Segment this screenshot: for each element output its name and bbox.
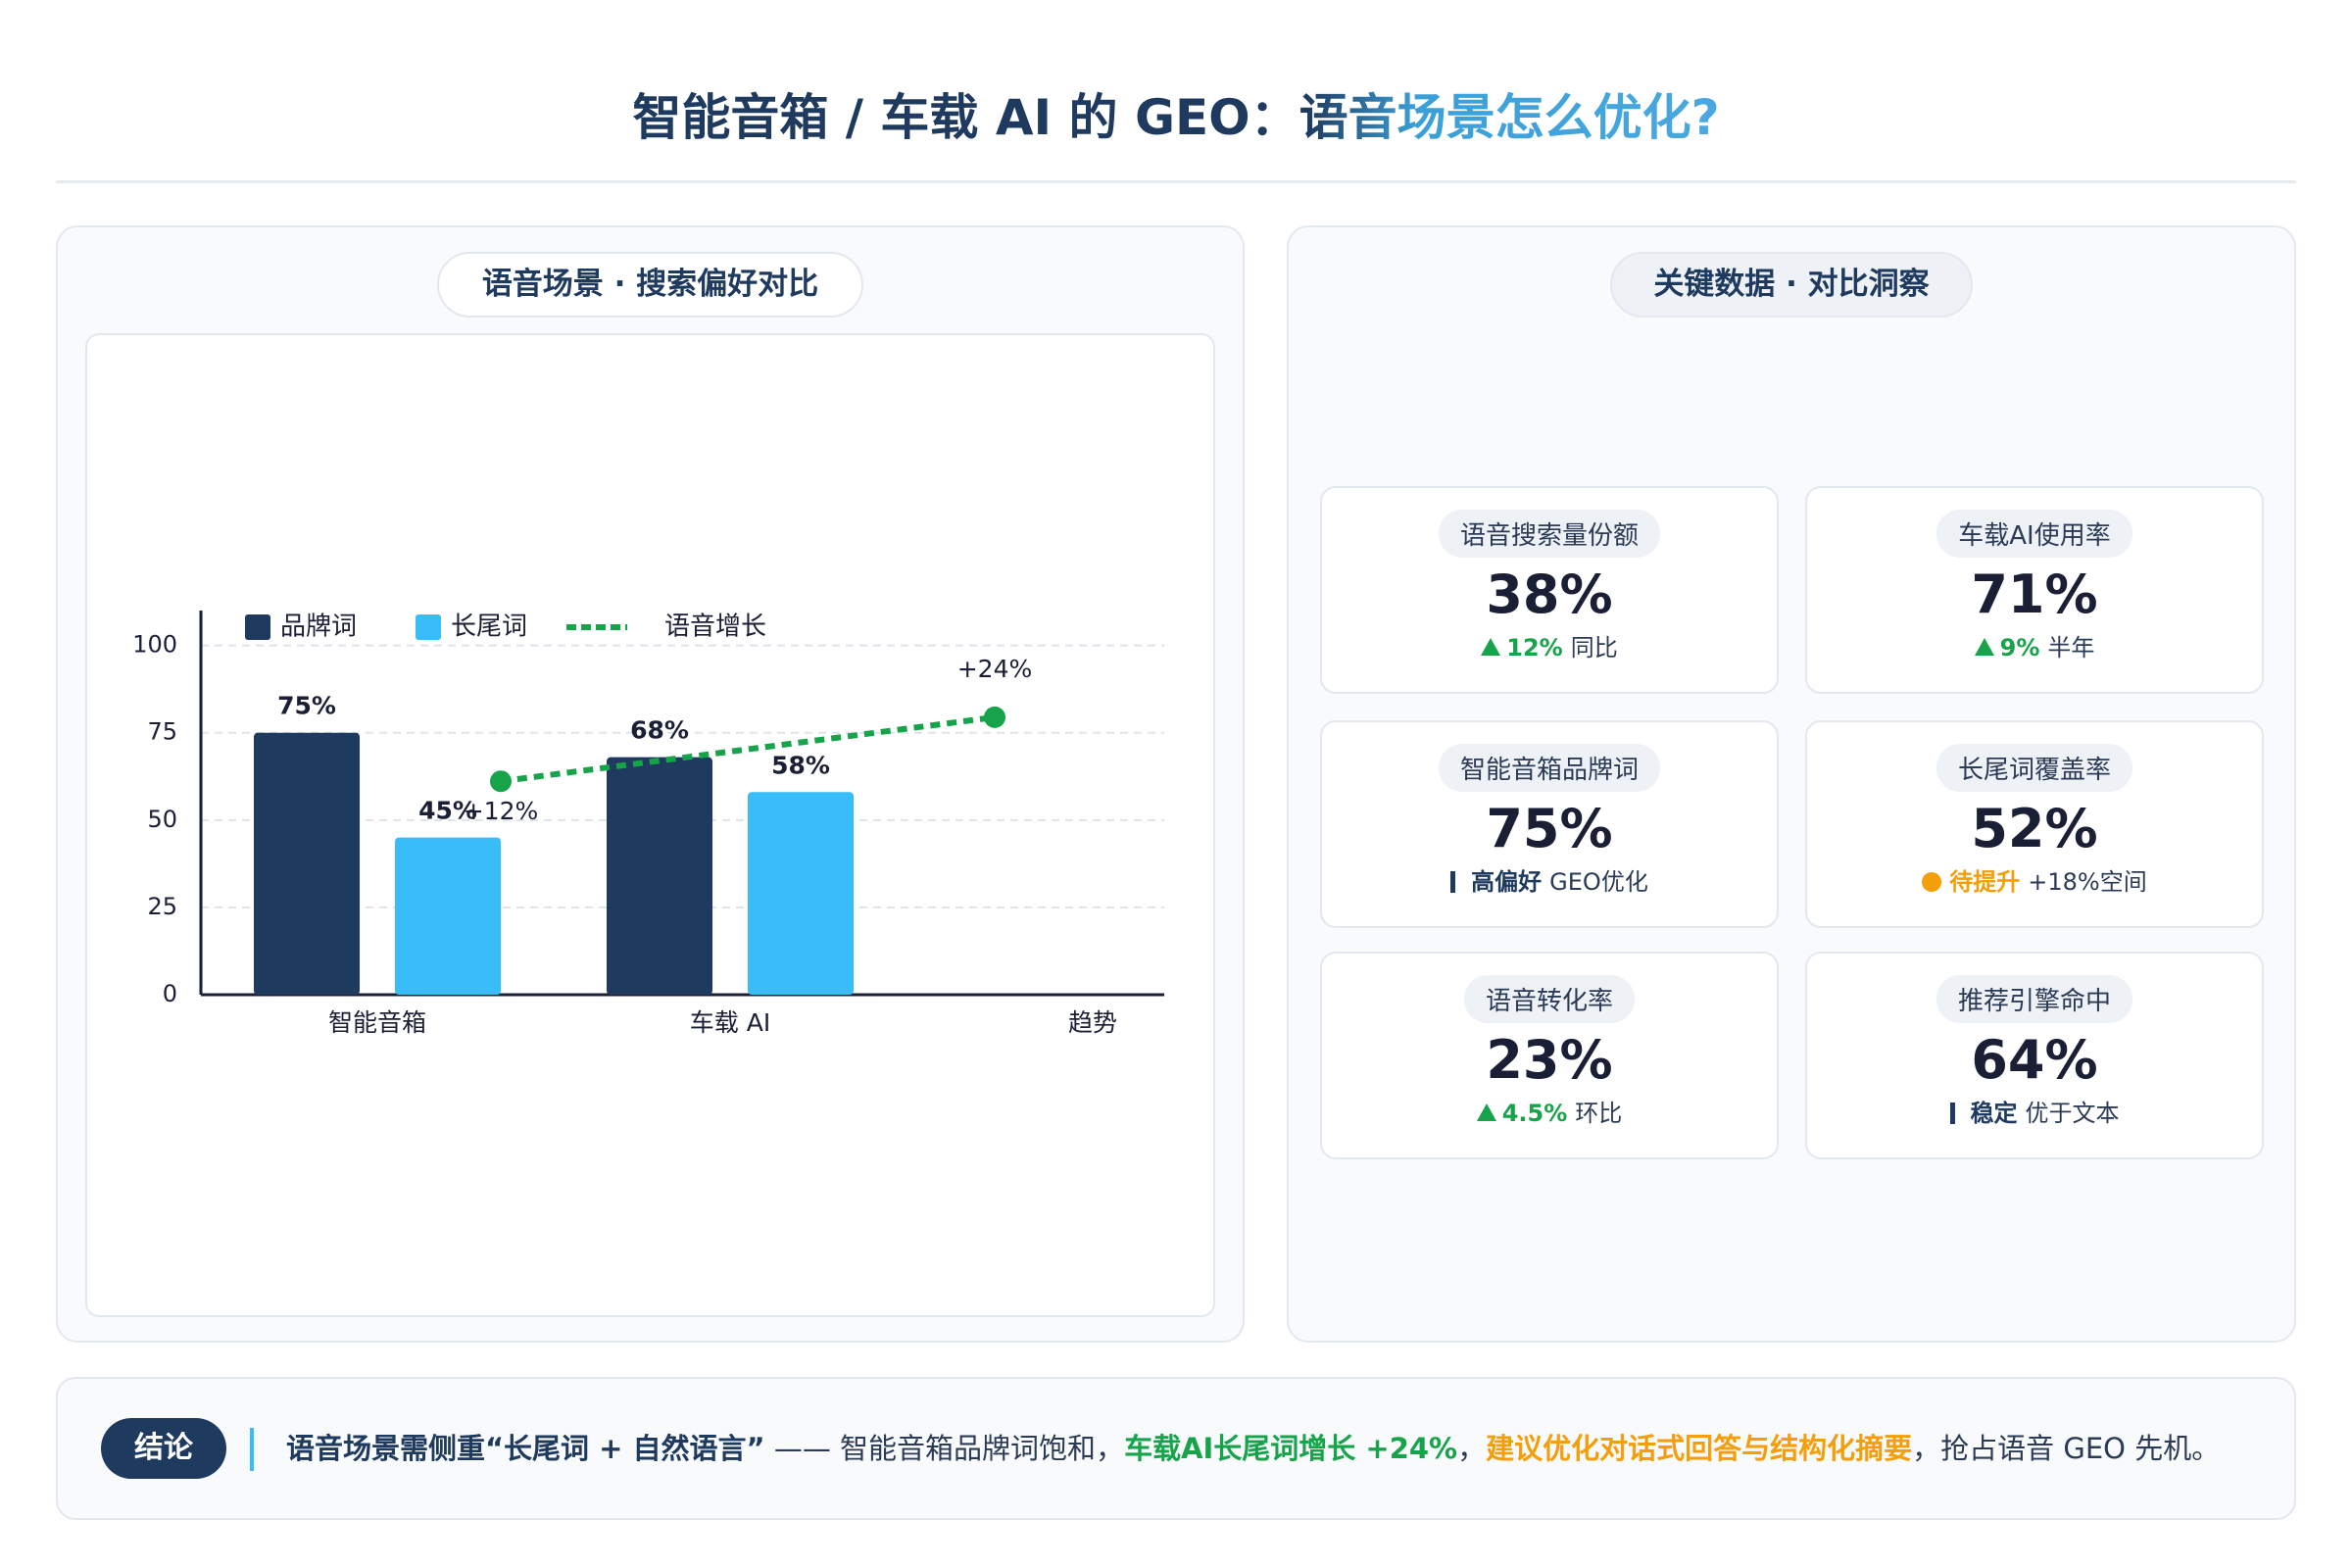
kpi-card: 语音搜索量份额 38% 12% 同比 [1320, 486, 1779, 694]
kpi-note: 同比 [1570, 634, 1618, 662]
kpi-value: 71% [1971, 564, 2098, 625]
kpi-value: 64% [1971, 1029, 2098, 1091]
text: ， [1457, 1432, 1487, 1465]
kpi-note: +18%空间 [2028, 868, 2147, 896]
kpi-badge: 待提升 [1922, 868, 2020, 896]
kpi-value: 52% [1971, 798, 2098, 859]
x-tick-label: 趋势 [1068, 1008, 1117, 1037]
kpi-card: 车载AI使用率 71% 9% 半年 [1805, 486, 2264, 694]
kpi-badge: 9% [1975, 634, 2040, 662]
kpi-card: 语音转化率 23% 4.5% 环比 [1320, 952, 1779, 1159]
x-tick-label: 车载 AI [690, 1008, 770, 1037]
trend-point [984, 706, 1005, 728]
text: —— 智能音箱品牌词饱和， [764, 1432, 1125, 1465]
highlight: 车载AI长尾词增长 +24% [1124, 1432, 1458, 1465]
y-tick-label: 100 [132, 631, 177, 659]
kpi-label: 语音搜索量份额 [1438, 510, 1660, 558]
accent-bar [250, 1428, 254, 1471]
lead: 语音场景需侧重“长尾词 + 自然语言” [286, 1432, 765, 1465]
conclusion-tag: 结论 [101, 1418, 226, 1479]
trend-point [490, 770, 512, 793]
bar [395, 837, 501, 995]
kpi-card: 智能音箱品牌词 75% 高偏好 GEO优化 [1320, 720, 1779, 928]
bar [748, 792, 854, 995]
title-text: 智能音箱 / 车载 AI 的 GEO：语音场景怎么优化? [632, 89, 1720, 146]
chart-title: 语音场景 · 搜索偏好对比 [437, 252, 863, 318]
value-label: +24% [957, 655, 1033, 683]
kpi-badge: 4.5% [1477, 1100, 1568, 1127]
value-label: 45% [418, 797, 477, 825]
value-label: 68% [630, 716, 689, 745]
value-label: +12% [464, 797, 539, 825]
kpi-label: 长尾词覆盖率 [1936, 744, 2132, 792]
kpi-title: 关键数据 · 对比洞察 [1610, 252, 1973, 318]
kpi-note: GEO优化 [1549, 868, 1648, 896]
value-label: 75% [277, 692, 336, 720]
kpi-card: 推荐引擎命中 64% 稳定 优于文本 [1805, 952, 2264, 1159]
kpi-value: 75% [1486, 798, 1613, 859]
kpi-value: 38% [1486, 564, 1613, 625]
divider [56, 180, 2296, 183]
conclusion-text: 语音场景需侧重“长尾词 + 自然语言” —— 智能音箱品牌词饱和，车载AI长尾词… [286, 1379, 2220, 1518]
kpi-value: 23% [1486, 1029, 1613, 1091]
legend-label: 品牌词 [280, 612, 357, 642]
trend-line [500, 713, 996, 785]
legend-label: 语音增长 [664, 612, 766, 642]
y-tick-label: 50 [147, 806, 177, 833]
chart: 0 25 50 75 100 智能音箱 车载 AI 趋势 75% 68% 45% 58% +12% +24… [132, 611, 1164, 1037]
kpi-note: 半年 [2047, 634, 2095, 662]
text: ，抢占语音 GEO 先机。 [1912, 1432, 2221, 1465]
kpi-note: 环比 [1575, 1100, 1623, 1127]
value-label: 58% [771, 751, 830, 779]
y-tick-label: 0 [163, 980, 177, 1007]
kpi-badge: 12% [1481, 634, 1562, 662]
title: 智能音箱 / 车载 AI 的 GEO：语音场景怎么优化? [0, 78, 2352, 149]
kpi-note: 优于文本 [2025, 1100, 2120, 1127]
kpi-badge: 稳定 [1950, 1100, 2018, 1127]
y-tick-label: 25 [147, 893, 177, 920]
highlight: 建议优化对话式回答与结构化摘要 [1486, 1432, 1913, 1465]
legend-swatch [416, 614, 441, 640]
legend-swatch [245, 614, 270, 640]
bar [254, 732, 360, 995]
kpi-label: 车载AI使用率 [1936, 510, 2132, 558]
kpi-badge: 高偏好 [1450, 868, 1542, 896]
x-tick-label: 智能音箱 [328, 1008, 426, 1037]
conclusion: 结论 语音场景需侧重“长尾词 + 自然语言” —— 智能音箱品牌词饱和，车载AI… [56, 1377, 2296, 1520]
kpi-label: 智能音箱品牌词 [1438, 744, 1660, 792]
legend-label: 长尾词 [451, 612, 527, 642]
kpi-label: 语音转化率 [1463, 975, 1635, 1023]
bar [607, 757, 712, 995]
y-tick-label: 75 [147, 718, 177, 746]
kpi-card: 长尾词覆盖率 52% 待提升 +18%空间 [1805, 720, 2264, 928]
kpi-label: 推荐引擎命中 [1936, 975, 2132, 1023]
